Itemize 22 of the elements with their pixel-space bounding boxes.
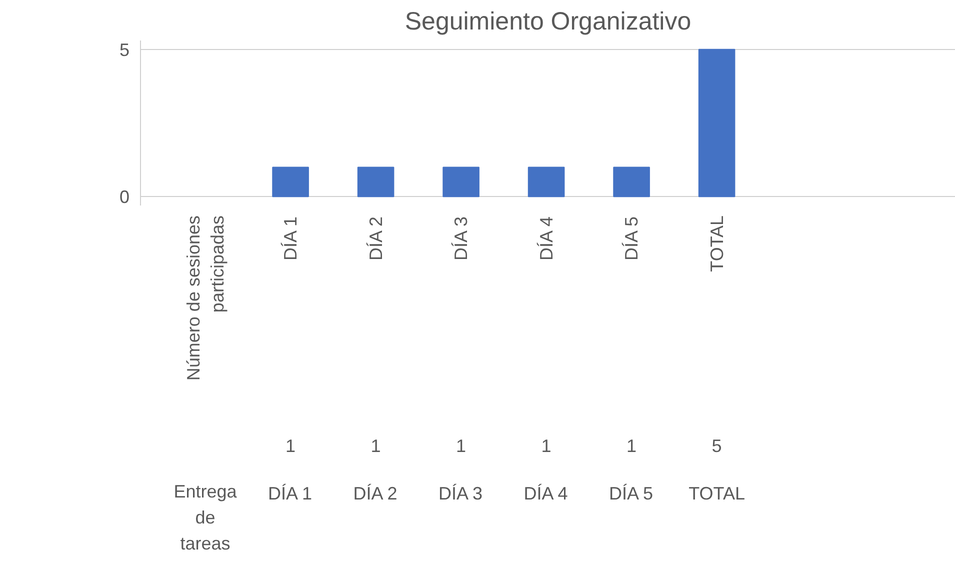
x-tick-label: DÍA 5 — [622, 216, 642, 261]
x-tick-label: DÍA 2 — [366, 216, 386, 261]
data-label: 5 — [712, 436, 722, 456]
category-label: TOTAL — [688, 484, 745, 504]
x-tick-label: DÍA 4 — [536, 216, 556, 261]
y-tick-label: 0 — [119, 187, 130, 208]
x-tick-label: Número de sesiones participadas — [183, 215, 228, 381]
data-label: 1 — [286, 436, 296, 456]
category-label: DÍA 2 — [353, 484, 398, 504]
data-label: 1 — [456, 436, 466, 456]
x-tick-label: DÍA 1 — [280, 216, 301, 261]
category-label: DÍA 3 — [438, 484, 483, 504]
x-tick-label: TOTAL — [706, 215, 727, 272]
data-label: 1 — [626, 436, 637, 456]
category-label: DÍA 1 — [268, 484, 312, 504]
text: Entrega de tareas — [174, 482, 238, 554]
data-label: 1 — [541, 436, 552, 456]
category-label: DÍA 5 — [609, 484, 654, 504]
category-label: DÍA 4 — [524, 484, 568, 504]
data-label: 1 — [370, 436, 381, 456]
x-tick-label: DÍA 3 — [451, 216, 472, 261]
chart-title: Seguimiento Organizativo — [404, 8, 692, 36]
